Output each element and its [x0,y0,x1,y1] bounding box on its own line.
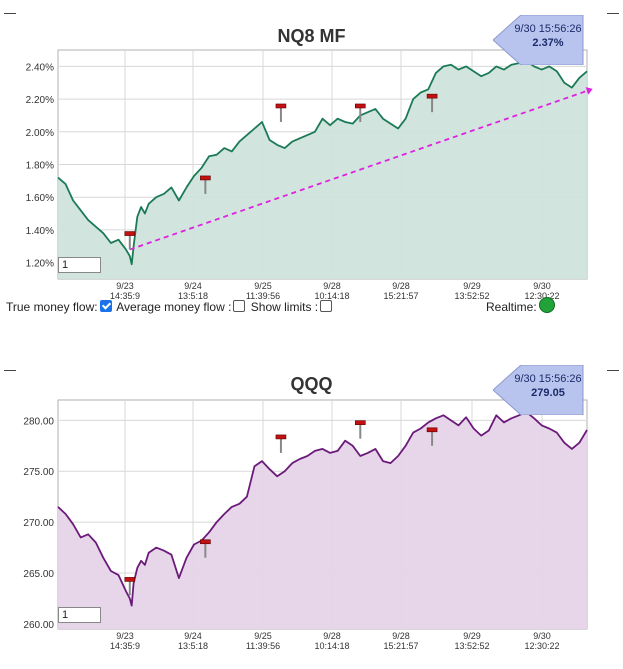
nq8-period-input[interactable]: 1 [58,257,101,273]
session-marker-flag [124,231,136,236]
y-tick-label: 265.00 [23,569,54,580]
x-tick-time: 13:5:18 [178,641,208,651]
y-tick-label: 280.00 [23,416,54,427]
x-tick-date: 9/23 [116,281,134,291]
session-marker-flag [354,103,366,109]
x-tick-time: 12:30:22 [524,641,559,651]
show-limits-label: Show limits : [250,300,319,314]
series-area [58,412,587,629]
x-tick-date: 9/23 [116,631,134,641]
nq8-callout-time: 9/30 15:56:26 [514,23,582,35]
y-tick-label: 1.20% [26,259,54,270]
x-tick-time: 13:52:52 [454,291,489,301]
average-money-flow-checkbox[interactable] [233,300,246,312]
x-tick-date: 9/30 [533,631,551,641]
y-tick-label: 260.00 [23,620,54,631]
x-tick-date: 9/25 [254,631,272,641]
corner-dash-mid-right [607,370,619,371]
nq8-money-flow-chart[interactable]: 1.20%1.40%1.60%1.80%2.00%2.20%2.40%9/231… [0,0,623,310]
session-marker-flag [426,427,438,433]
session-marker-flag [275,434,287,440]
x-tick-time: 14:35:9 [110,291,140,301]
x-tick-time: 13:52:52 [454,641,489,651]
chart-options-row: True money flow: Average money flow : Sh… [6,300,334,314]
nq8-callout-value: 2.37% [532,37,564,49]
y-tick-label: 1.60% [26,193,54,204]
corner-dash-mid-left [4,370,16,371]
y-tick-label: 1.80% [26,161,54,172]
x-tick-time: 13:5:18 [178,291,208,301]
y-tick-label: 270.00 [23,518,54,529]
x-tick-date: 9/24 [184,281,202,291]
x-tick-date: 9/29 [463,631,481,641]
qqq-callout-value: 279.05 [531,387,565,399]
x-tick-time: 10:14:18 [314,291,349,301]
x-tick-time: 15:21:57 [383,641,418,651]
x-tick-time: 14:35:9 [110,641,140,651]
realtime-label: Realtime: [486,300,537,314]
x-tick-date: 9/29 [463,281,481,291]
session-marker-flag [426,93,438,99]
x-tick-date: 9/28 [323,631,341,641]
true-money-flow-label: True money flow: [6,300,98,314]
realtime-status-indicator[interactable] [539,297,555,313]
x-tick-time: 12:30:22 [524,291,559,301]
x-tick-date: 9/30 [533,281,551,291]
session-marker-flag [354,420,366,425]
y-tick-label: 1.40% [26,226,54,237]
corner-dash-top-left [4,13,16,14]
qqq-last-value-callout: 9/30 15:56:26 279.05 [493,365,585,415]
nq8-last-value-callout: 9/30 15:56:26 2.37% [493,15,585,65]
true-money-flow-checkbox[interactable] [99,300,112,312]
session-marker-flag [124,577,136,582]
series-area [58,61,587,280]
chart-title-nq8: NQ8 MF [277,26,346,46]
x-tick-date: 9/28 [392,281,410,291]
session-marker-flag [275,103,287,109]
y-tick-label: 2.40% [26,62,54,73]
y-tick-label: 2.00% [26,128,54,139]
x-tick-time: 15:21:57 [383,291,418,301]
session-marker-flag [200,175,211,181]
x-tick-date: 9/24 [184,631,202,641]
x-tick-date: 9/25 [254,281,272,291]
x-tick-date: 9/28 [392,631,410,641]
x-tick-time: 10:14:18 [314,641,349,651]
average-money-flow-label: Average money flow : [116,300,232,314]
session-marker-flag [200,539,211,545]
chart-title-qqq: QQQ [290,374,333,394]
qqq-period-input[interactable]: 1 [58,607,101,623]
series-line [57,60,588,266]
show-limits-checkbox[interactable] [320,300,333,312]
y-tick-label: 275.00 [23,467,54,478]
x-tick-time: 11:39:56 [246,641,280,651]
x-tick-date: 9/28 [323,281,341,291]
trend-arrowhead [585,87,593,95]
y-tick-label: 2.20% [26,95,54,106]
corner-dash-top-right [607,13,619,14]
x-tick-time: 11:39:56 [246,291,280,301]
qqq-callout-time: 9/30 15:56:26 [514,373,582,385]
